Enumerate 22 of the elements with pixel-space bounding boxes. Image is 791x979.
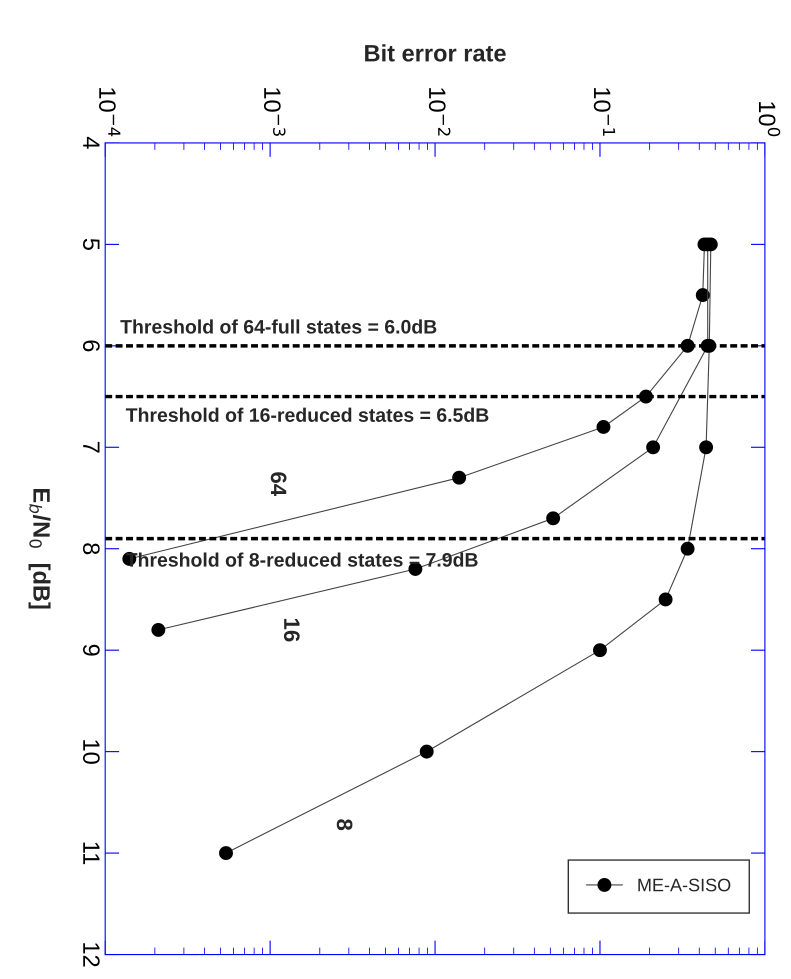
y-tick-label: 6 xyxy=(83,340,100,352)
legend-label: ME-A-SISO xyxy=(638,878,730,892)
x-axis-title: Bit error rate xyxy=(365,44,506,62)
y-axis-title: E$_{b}$/N$_{0}$ [dB] xyxy=(28,489,51,609)
x-tick-label: 10$^{−1}$ xyxy=(594,88,616,136)
annotation: 64 xyxy=(270,472,286,496)
ref-line-label: Threshold of 64-full states = 6.0dB xyxy=(120,319,436,334)
x-tick-label: 10$^{−2}$ xyxy=(428,88,450,136)
y-tick-label: 8 xyxy=(83,543,100,554)
annotation: 16 xyxy=(284,618,300,642)
y-tick-label: 5 xyxy=(83,238,100,250)
annotation: 8 xyxy=(336,819,352,830)
x-tick-label: 10$^{−4}$ xyxy=(99,88,120,136)
y-tick-label: 9 xyxy=(83,644,100,656)
ref-line-label: Threshold of 16-reduced states = 6.5dB xyxy=(126,408,488,422)
y-tick-label: 12 xyxy=(83,943,100,966)
x-tick-label: 10$^{−3}$ xyxy=(264,88,286,136)
x-tick-label: 10$^{0}$ xyxy=(758,102,780,136)
y-tick-label: 10 xyxy=(83,740,100,764)
y-tick-label: 7 xyxy=(83,442,100,453)
y-tick-label: 11 xyxy=(83,842,100,864)
y-tick-label: 4 xyxy=(83,136,100,149)
